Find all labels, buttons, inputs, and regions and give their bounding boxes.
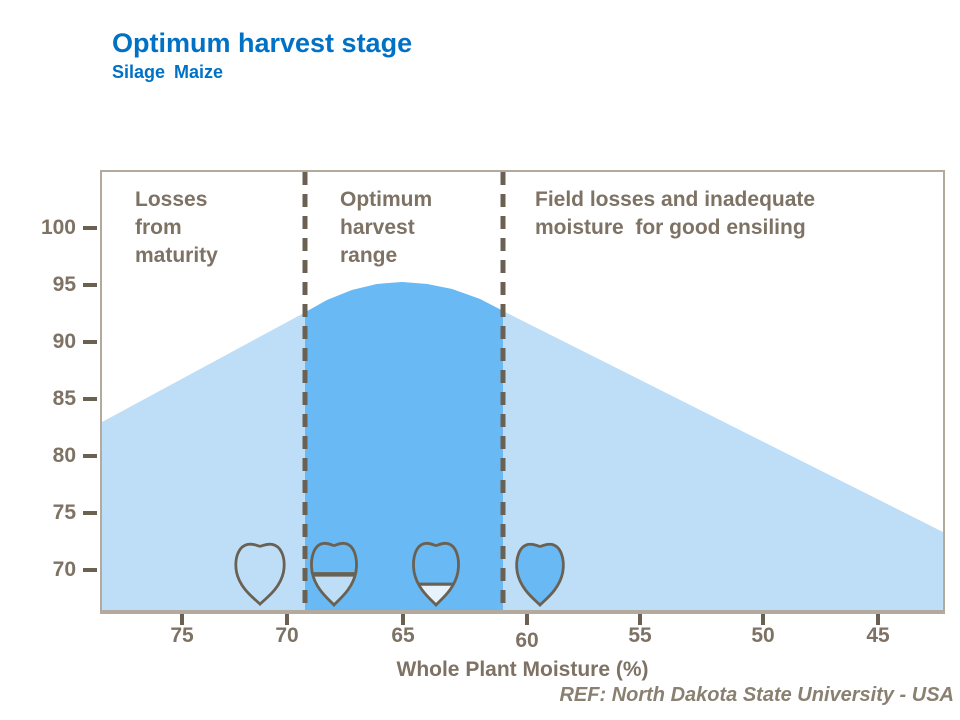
y-tick-label: 80 bbox=[52, 444, 76, 467]
x-tick-label: 50 bbox=[751, 624, 775, 647]
x-tick-label: 75 bbox=[170, 624, 194, 647]
region-label-optimum-harvest-range: Optimum harvest range bbox=[340, 188, 433, 267]
x-tick-label: 65 bbox=[391, 624, 415, 647]
y-tick-label: 85 bbox=[52, 387, 76, 410]
y-tick-mark bbox=[83, 226, 97, 230]
kernel-outline bbox=[311, 543, 356, 605]
harvest-curve-chart bbox=[102, 172, 943, 610]
x-tick-label: 55 bbox=[628, 624, 652, 647]
region-label-field-losses: Field losses and inadequate moisture for… bbox=[535, 188, 816, 239]
x-tick-mark bbox=[525, 614, 529, 625]
x-tick-mark bbox=[876, 614, 880, 625]
y-tick-mark bbox=[83, 568, 97, 572]
kernel-outline bbox=[517, 544, 564, 605]
x-tick-mark bbox=[180, 614, 184, 625]
x-tick-mark bbox=[638, 614, 642, 625]
y-tick-mark bbox=[83, 454, 97, 458]
page-title: Optimum harvest stage bbox=[112, 28, 413, 58]
y-tick-label: 75 bbox=[52, 501, 76, 524]
y-tick-label: 90 bbox=[52, 330, 76, 353]
reference-note: REF: North Dakota State University - USA bbox=[559, 684, 954, 706]
y-tick-mark bbox=[83, 283, 97, 287]
y-tick-mark bbox=[83, 340, 97, 344]
plot-area: Losses from maturity Optimum harvest ran… bbox=[41, 170, 945, 652]
page-subtitle: Silage Maize bbox=[112, 62, 224, 82]
x-tick-mark bbox=[285, 614, 289, 625]
y-tick-mark bbox=[83, 511, 97, 515]
x-tick-mark bbox=[761, 614, 765, 625]
y-tick-label: 100 bbox=[40, 216, 76, 239]
y-tick-mark bbox=[83, 397, 97, 401]
x-axis-title: Whole Plant Moisture (%) bbox=[396, 658, 649, 681]
region-label-losses-from-maturity: Losses from maturity bbox=[135, 188, 218, 267]
y-tick-label: 95 bbox=[52, 273, 76, 296]
kernel-outline bbox=[413, 543, 458, 605]
x-tick-label: 70 bbox=[275, 624, 299, 647]
optimum-range-area bbox=[305, 282, 503, 610]
x-tick-label: 45 bbox=[866, 624, 890, 647]
x-tick-mark bbox=[401, 614, 405, 625]
x-tick-label: 60 bbox=[515, 629, 539, 652]
y-tick-label: 70 bbox=[52, 558, 76, 581]
kernel-outline bbox=[236, 544, 284, 604]
